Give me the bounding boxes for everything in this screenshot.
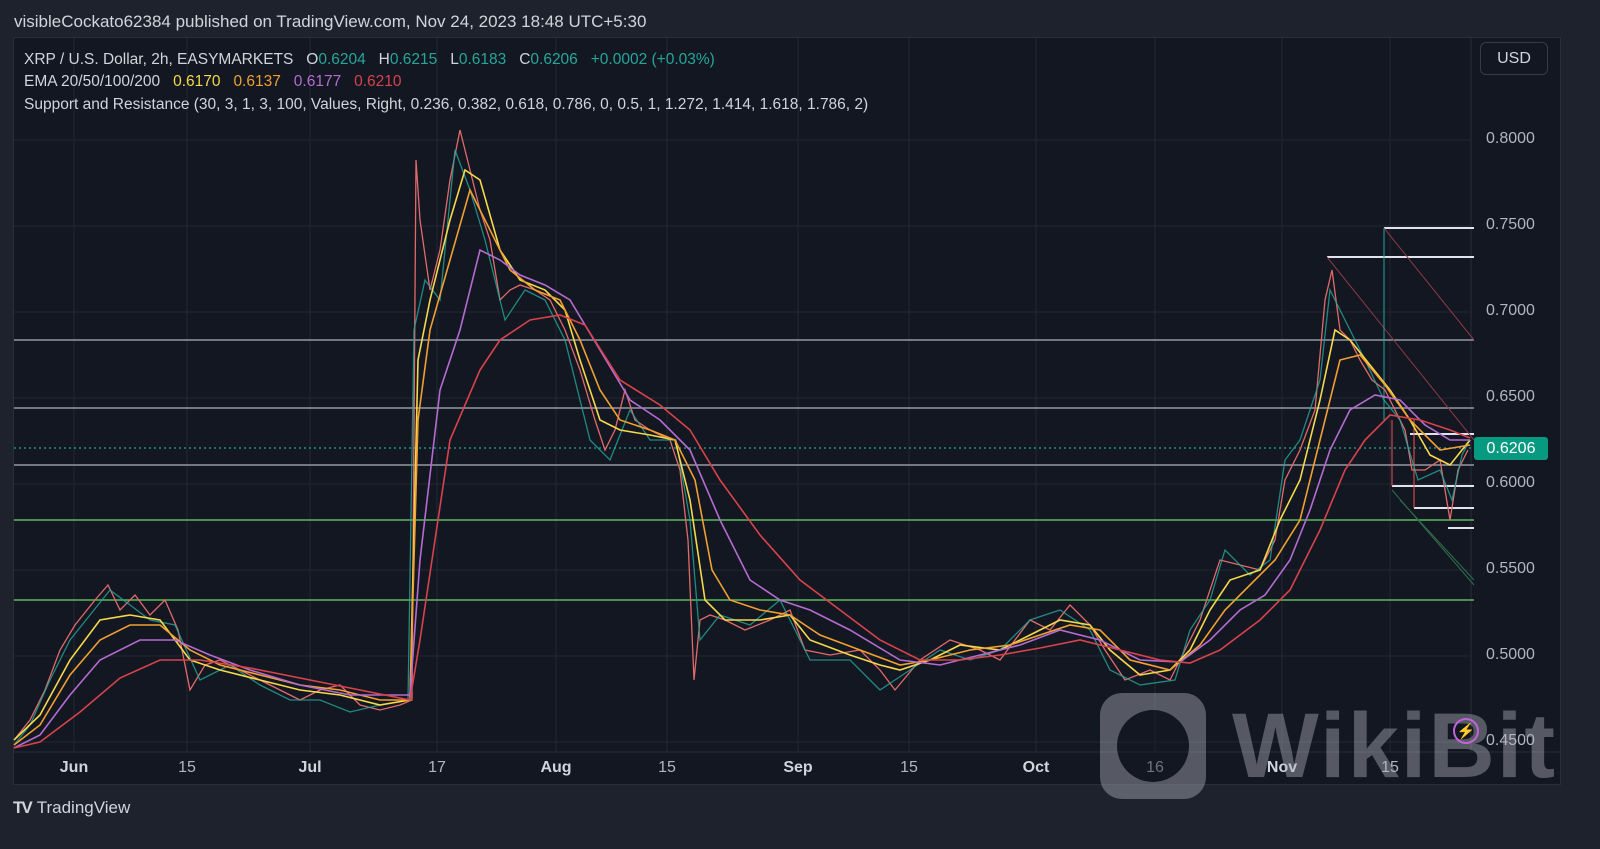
published-line: visibleCockato62384 published on Trading…	[14, 12, 647, 31]
price-tick: 0.7000	[1486, 302, 1535, 319]
currency-button[interactable]: USD	[1480, 42, 1548, 75]
time-tick: Aug	[540, 759, 572, 776]
time-tick: Oct	[1022, 759, 1050, 776]
price-tick: 0.6000	[1486, 474, 1535, 491]
price-tick: 0.5500	[1486, 560, 1535, 577]
tradingview-mark-icon: TV	[13, 798, 33, 817]
open-value: 0.6204	[318, 51, 366, 68]
time-tick: 15	[900, 759, 918, 776]
support-resistance-levels	[14, 227, 1475, 601]
price-tick: 0.7500	[1486, 216, 1535, 233]
lightning-icon[interactable]: ⚡	[1453, 718, 1479, 744]
close-value: 0.6206	[530, 51, 578, 68]
legend-ema-row[interactable]: EMA 20/50/100/200 0.6170 0.6137 0.6177 0…	[24, 73, 402, 91]
chart-frame[interactable]	[13, 37, 1561, 785]
time-tick: 16	[1146, 759, 1164, 776]
symbol-title: XRP / U.S. Dollar, 2h, EASYMARKETS	[24, 51, 294, 68]
price-tick: 0.4500	[1486, 732, 1535, 749]
time-tick: Nov	[1266, 759, 1298, 776]
time-tick: 17	[428, 759, 446, 776]
ema-lines	[13, 168, 1471, 749]
ema-20-line	[13, 168, 1471, 741]
time-tick: Jul	[298, 759, 322, 776]
time-tick: Jun	[59, 759, 89, 776]
legend-sr-row[interactable]: Support and Resistance (30, 3, 1, 3, 100…	[24, 96, 868, 114]
change-value: +0.0002 (+0.03%)	[590, 51, 715, 68]
tradingview-logo[interactable]: TV TradingView	[13, 798, 130, 818]
ema-200-line	[13, 314, 1471, 749]
price-tick: 0.5000	[1486, 646, 1535, 663]
ema-100-line	[13, 248, 1470, 749]
ema-label: EMA 20/50/100/200	[24, 73, 161, 90]
sr-indicator-label: Support and Resistance (30, 3, 1, 3, 100…	[24, 96, 869, 113]
price-tick: 0.6500	[1486, 388, 1535, 405]
price-series	[13, 129, 1471, 746]
current-price-badge: 0.6206	[1474, 437, 1548, 460]
tradingview-brand: TradingView	[36, 798, 131, 817]
time-tick: Sep	[783, 759, 813, 776]
ema-100-value: 0.6177	[293, 73, 342, 90]
ema-50-line	[13, 187, 1471, 746]
low-value: 0.6183	[458, 51, 507, 68]
time-tick: 15	[178, 759, 196, 776]
time-tick: 15	[1381, 759, 1399, 776]
price-tick: 0.8000	[1486, 130, 1535, 147]
time-tick: 15	[658, 759, 676, 776]
grid	[14, 38, 1470, 752]
ema-50-value: 0.6137	[233, 73, 281, 90]
legend-symbol-row: XRP / U.S. Dollar, 2h, EASYMARKETS O0.62…	[24, 51, 715, 68]
ema-20-value: 0.6170	[173, 73, 221, 90]
high-value: 0.6215	[389, 51, 438, 68]
ema-200-value: 0.6210	[354, 73, 402, 90]
